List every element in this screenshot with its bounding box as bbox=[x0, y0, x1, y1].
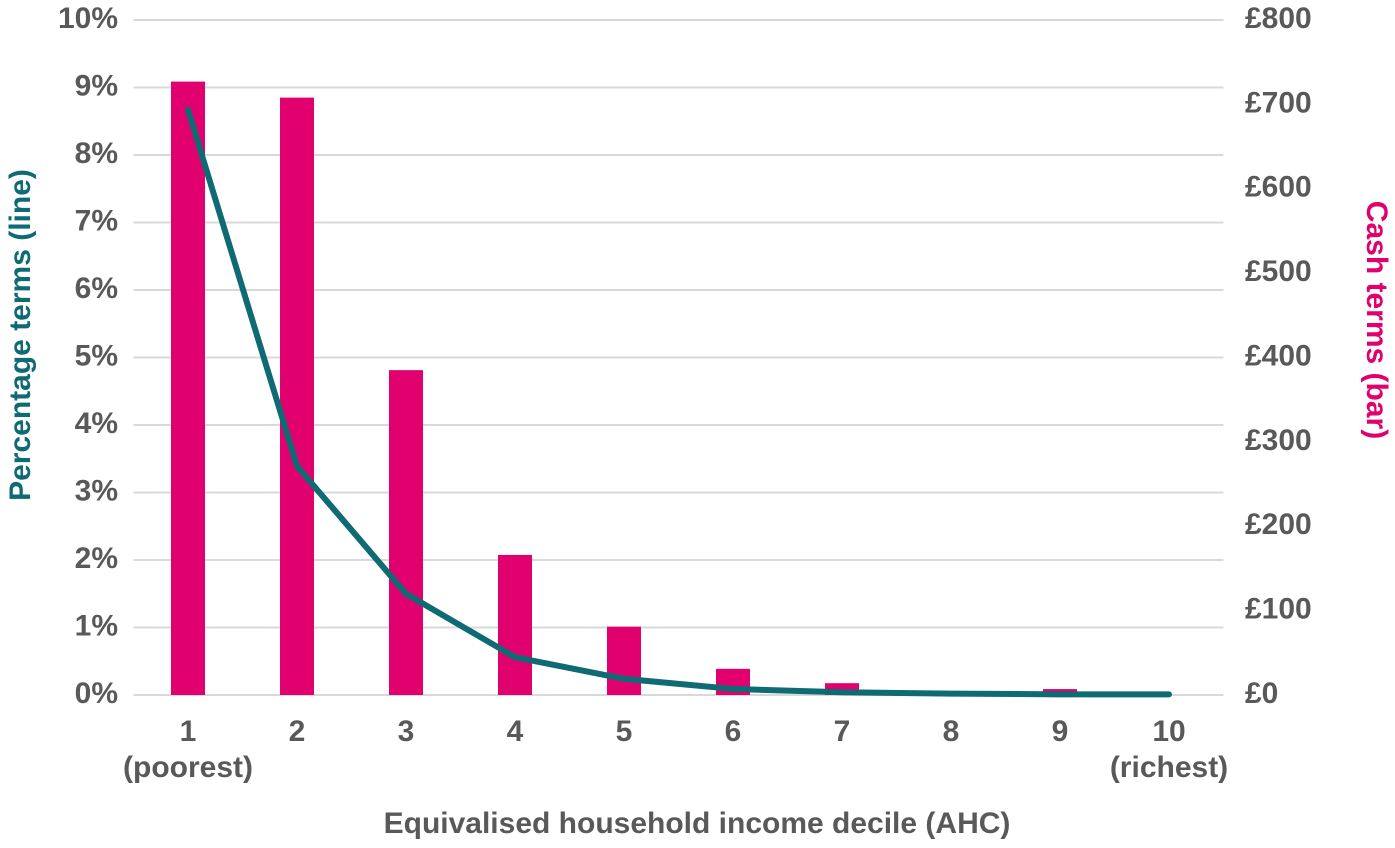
x-tick-label: 2 bbox=[289, 715, 306, 748]
line bbox=[185, 106, 1172, 698]
bar bbox=[389, 370, 423, 695]
x-tick-label: 10 (richest) bbox=[1110, 715, 1228, 784]
x-tick-label: 9 bbox=[1052, 715, 1069, 748]
y2-tick-label: £800 bbox=[1245, 2, 1312, 35]
y2-tick-label: £200 bbox=[1245, 508, 1312, 541]
x-tick-label: 6 bbox=[725, 715, 742, 748]
y2-tick-label: £700 bbox=[1245, 86, 1312, 119]
y2-axis-title: Cash terms (bar) bbox=[1360, 201, 1393, 439]
y-tick-label: 10% bbox=[58, 2, 118, 35]
y-axis-title: Percentage terms (line) bbox=[4, 169, 37, 501]
y-tick-label: 6% bbox=[75, 272, 118, 305]
x-tick-label: 3 bbox=[398, 715, 415, 748]
x-tick-label: 4 bbox=[507, 715, 524, 748]
y2-tick-label: £400 bbox=[1245, 339, 1312, 372]
bar bbox=[825, 683, 859, 695]
bar bbox=[171, 81, 205, 695]
y-tick-label: 1% bbox=[75, 609, 118, 642]
y-tick-label: 9% bbox=[75, 69, 118, 102]
y-tick-label: 7% bbox=[75, 204, 118, 237]
x-tick-label: 5 bbox=[616, 715, 633, 748]
y-tick-label: 5% bbox=[75, 339, 118, 372]
x-tick-label: 8 bbox=[943, 715, 960, 748]
bar bbox=[498, 554, 532, 695]
bar bbox=[607, 626, 641, 695]
y2-tick-label: £500 bbox=[1245, 255, 1312, 288]
y2-tick-label: £600 bbox=[1245, 171, 1312, 204]
y-tick-label: 8% bbox=[75, 137, 118, 170]
y-tick-label: 0% bbox=[75, 677, 118, 710]
x-tick-label: 7 bbox=[834, 715, 851, 748]
y-tick-label: 3% bbox=[75, 474, 118, 507]
bar bbox=[280, 97, 314, 695]
x-tick-label: 1 (poorest) bbox=[123, 715, 253, 784]
y-tick-label: 2% bbox=[75, 542, 118, 575]
x-axis-title: Equivalised household income decile (AHC… bbox=[384, 807, 1011, 840]
y2-tick-label: £100 bbox=[1245, 593, 1312, 626]
y2-tick-label: £300 bbox=[1245, 424, 1312, 457]
y-tick-label: 4% bbox=[75, 407, 118, 440]
y2-tick-label: £0 bbox=[1245, 677, 1278, 710]
